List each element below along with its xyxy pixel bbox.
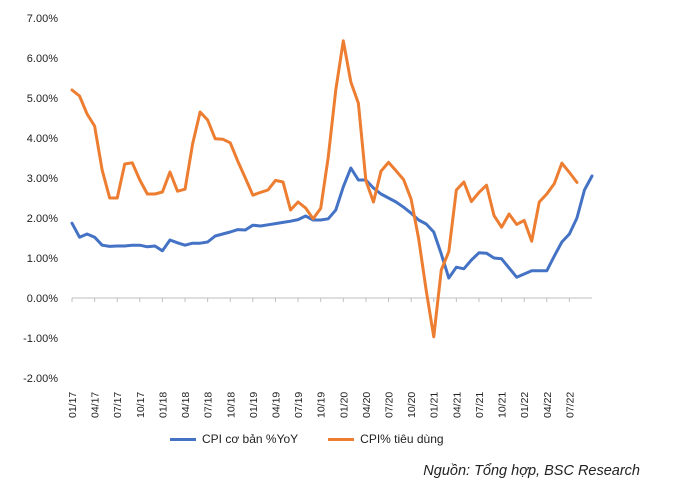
x-tick-label: 07/21 [474,392,486,418]
y-tick-label: 2.00% [27,213,58,225]
series-line-core-cpi [70,166,594,280]
x-tick-label: 04/20 [361,392,373,418]
x-tick-label: 07/19 [293,392,305,418]
y-tick-label: -2.00% [23,373,58,385]
y-axis-ticks: -2.00% -1.00% 0.00% 1.00% 2.00% 3.00% 4.00% 5.0… [23,13,58,385]
x-tick-label: 04/17 [90,392,102,418]
source-note: Nguồn: Tổng hợp, BSC Research [423,463,640,479]
x-tick-label: 01/21 [429,392,441,418]
y-tick-label: 7.00% [27,13,58,25]
x-tick-label: 07/18 [203,392,215,418]
x-tick-label: 01/17 [67,392,79,418]
x-tick-label: 10/19 [316,392,328,418]
y-tick-label: 6.00% [27,53,58,65]
legend-swatch-core-cpi [170,437,196,441]
x-tick-label: 07/22 [564,392,576,418]
legend-label-consumer-cpi: CPI% tiêu dùng [360,432,444,446]
series-line-consumer-cpi [70,39,579,339]
x-axis-ticks: 01/17 04/17 07/17 10/17 01/18 04/18 07/18 10/18… [67,298,576,418]
x-tick-label: 01/19 [248,392,260,418]
series-lines [70,39,594,339]
x-tick-label: 07/20 [384,392,396,418]
line-chart: -2.00% -1.00% 0.00% 1.00% 2.00% 3.00% 4.00% 5.0… [23,13,594,418]
x-tick-label: 01/22 [519,392,531,418]
x-tick-label: 04/18 [180,392,192,418]
legend-swatch-consumer-cpi [328,437,355,441]
y-tick-label: 5.00% [27,93,58,105]
legend-label-core-cpi: CPI cơ bản %YoY [202,432,299,446]
x-tick-label: 10/21 [497,392,509,418]
x-tick-label: 01/20 [338,392,350,418]
legend-item-core-cpi: CPI cơ bản %YoY [170,432,298,446]
x-tick-label: 04/19 [270,392,282,418]
y-tick-label: 3.00% [27,173,58,185]
x-tick-label: 07/17 [112,392,124,418]
x-tick-label: 10/18 [225,392,237,418]
x-tick-label: 10/20 [406,392,418,418]
x-tick-label: 01/18 [157,392,169,418]
y-tick-label: 4.00% [27,133,58,145]
x-tick-label: 10/17 [135,392,147,418]
y-tick-label: -1.00% [23,333,58,345]
y-tick-label: 1.00% [27,253,58,265]
legend-item-consumer-cpi: CPI% tiêu dùng [328,432,444,446]
x-tick-label: 04/22 [542,392,554,418]
y-tick-label: 0.00% [27,293,58,305]
legend: CPI cơ bản %YoY CPI% tiêu dùng [170,432,444,446]
x-tick-label: 04/21 [451,392,463,418]
